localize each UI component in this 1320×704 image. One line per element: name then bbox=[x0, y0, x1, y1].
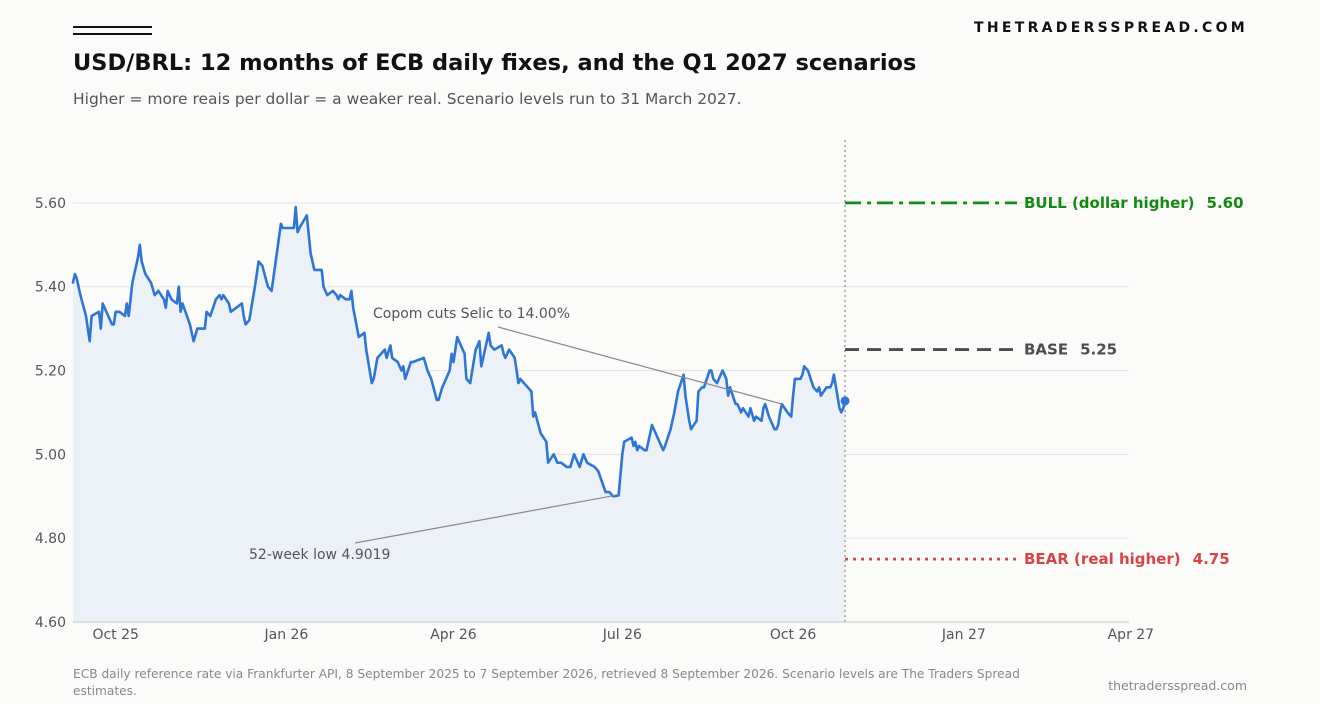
annotation-text: 52-week low 4.9019 bbox=[249, 547, 390, 563]
header-rule-bottom bbox=[73, 33, 152, 35]
brand-name: THETRADERSSPREAD.COM bbox=[974, 20, 1248, 36]
scenario-value: 5.25 bbox=[1080, 341, 1117, 359]
x-tick-label: Jan 26 bbox=[263, 627, 308, 643]
annotation-leader bbox=[497, 326, 783, 405]
scenario-label: BASE 5.25 bbox=[1024, 341, 1117, 359]
annotation-text: Copom cuts Selic to 14.00% bbox=[373, 306, 570, 322]
y-tick-label: 5.60 bbox=[35, 196, 66, 212]
scenario-lines: BULL (dollar higher) 5.60 BASE 5.25 BEAR (re… bbox=[845, 194, 1244, 568]
scenario-label: BULL (dollar higher) 5.60 bbox=[1024, 194, 1244, 212]
series-line bbox=[71, 205, 847, 498]
x-tick-label: Jul 26 bbox=[602, 627, 642, 643]
scenario-name: BULL (dollar higher) bbox=[1024, 194, 1195, 212]
scenario-name: BEAR (real higher) bbox=[1024, 550, 1181, 568]
x-tick-label: Jan 27 bbox=[941, 627, 986, 643]
y-tick-label: 5.40 bbox=[35, 280, 66, 296]
x-tick-label: Apr 26 bbox=[430, 627, 477, 643]
scenario-name: BASE bbox=[1024, 341, 1068, 359]
annotations: Copom cuts Selic to 14.00% 52-week low 4.… bbox=[249, 306, 783, 563]
header-rule-top bbox=[73, 26, 152, 28]
last-point-marker bbox=[840, 396, 850, 406]
scenario-value: 4.75 bbox=[1193, 550, 1230, 568]
x-tick-label: Apr 27 bbox=[1108, 627, 1154, 643]
y-tick-label: 4.60 bbox=[35, 615, 66, 631]
y-tick-label: 5.00 bbox=[35, 447, 66, 463]
chart-title: USD/BRL: 12 months of ECB daily fixes, a… bbox=[73, 50, 917, 76]
y-tick-label: 4.80 bbox=[35, 531, 66, 547]
x-tick-label: Oct 25 bbox=[92, 627, 138, 643]
series-area bbox=[73, 207, 845, 622]
y-tick-label: 5.20 bbox=[35, 364, 66, 380]
annotation-leader bbox=[354, 494, 616, 544]
scenario-value: 5.60 bbox=[1207, 194, 1244, 212]
source-note: ECB daily reference rate via Frankfurter… bbox=[73, 667, 1020, 698]
price-series bbox=[71, 205, 850, 498]
scenario-label: BEAR (real higher) 4.75 bbox=[1024, 550, 1230, 568]
area-fill bbox=[73, 207, 845, 622]
x-tick-label: Oct 26 bbox=[770, 627, 817, 643]
chart-subtitle: Higher = more reais per dollar = a weake… bbox=[73, 90, 742, 108]
axes: 4.60 4.80 5.00 5.20 5.40 5.60 Oct 25 Jan 26 Apr … bbox=[35, 196, 1154, 643]
footer-site: thetradersspread.com bbox=[1108, 678, 1247, 693]
